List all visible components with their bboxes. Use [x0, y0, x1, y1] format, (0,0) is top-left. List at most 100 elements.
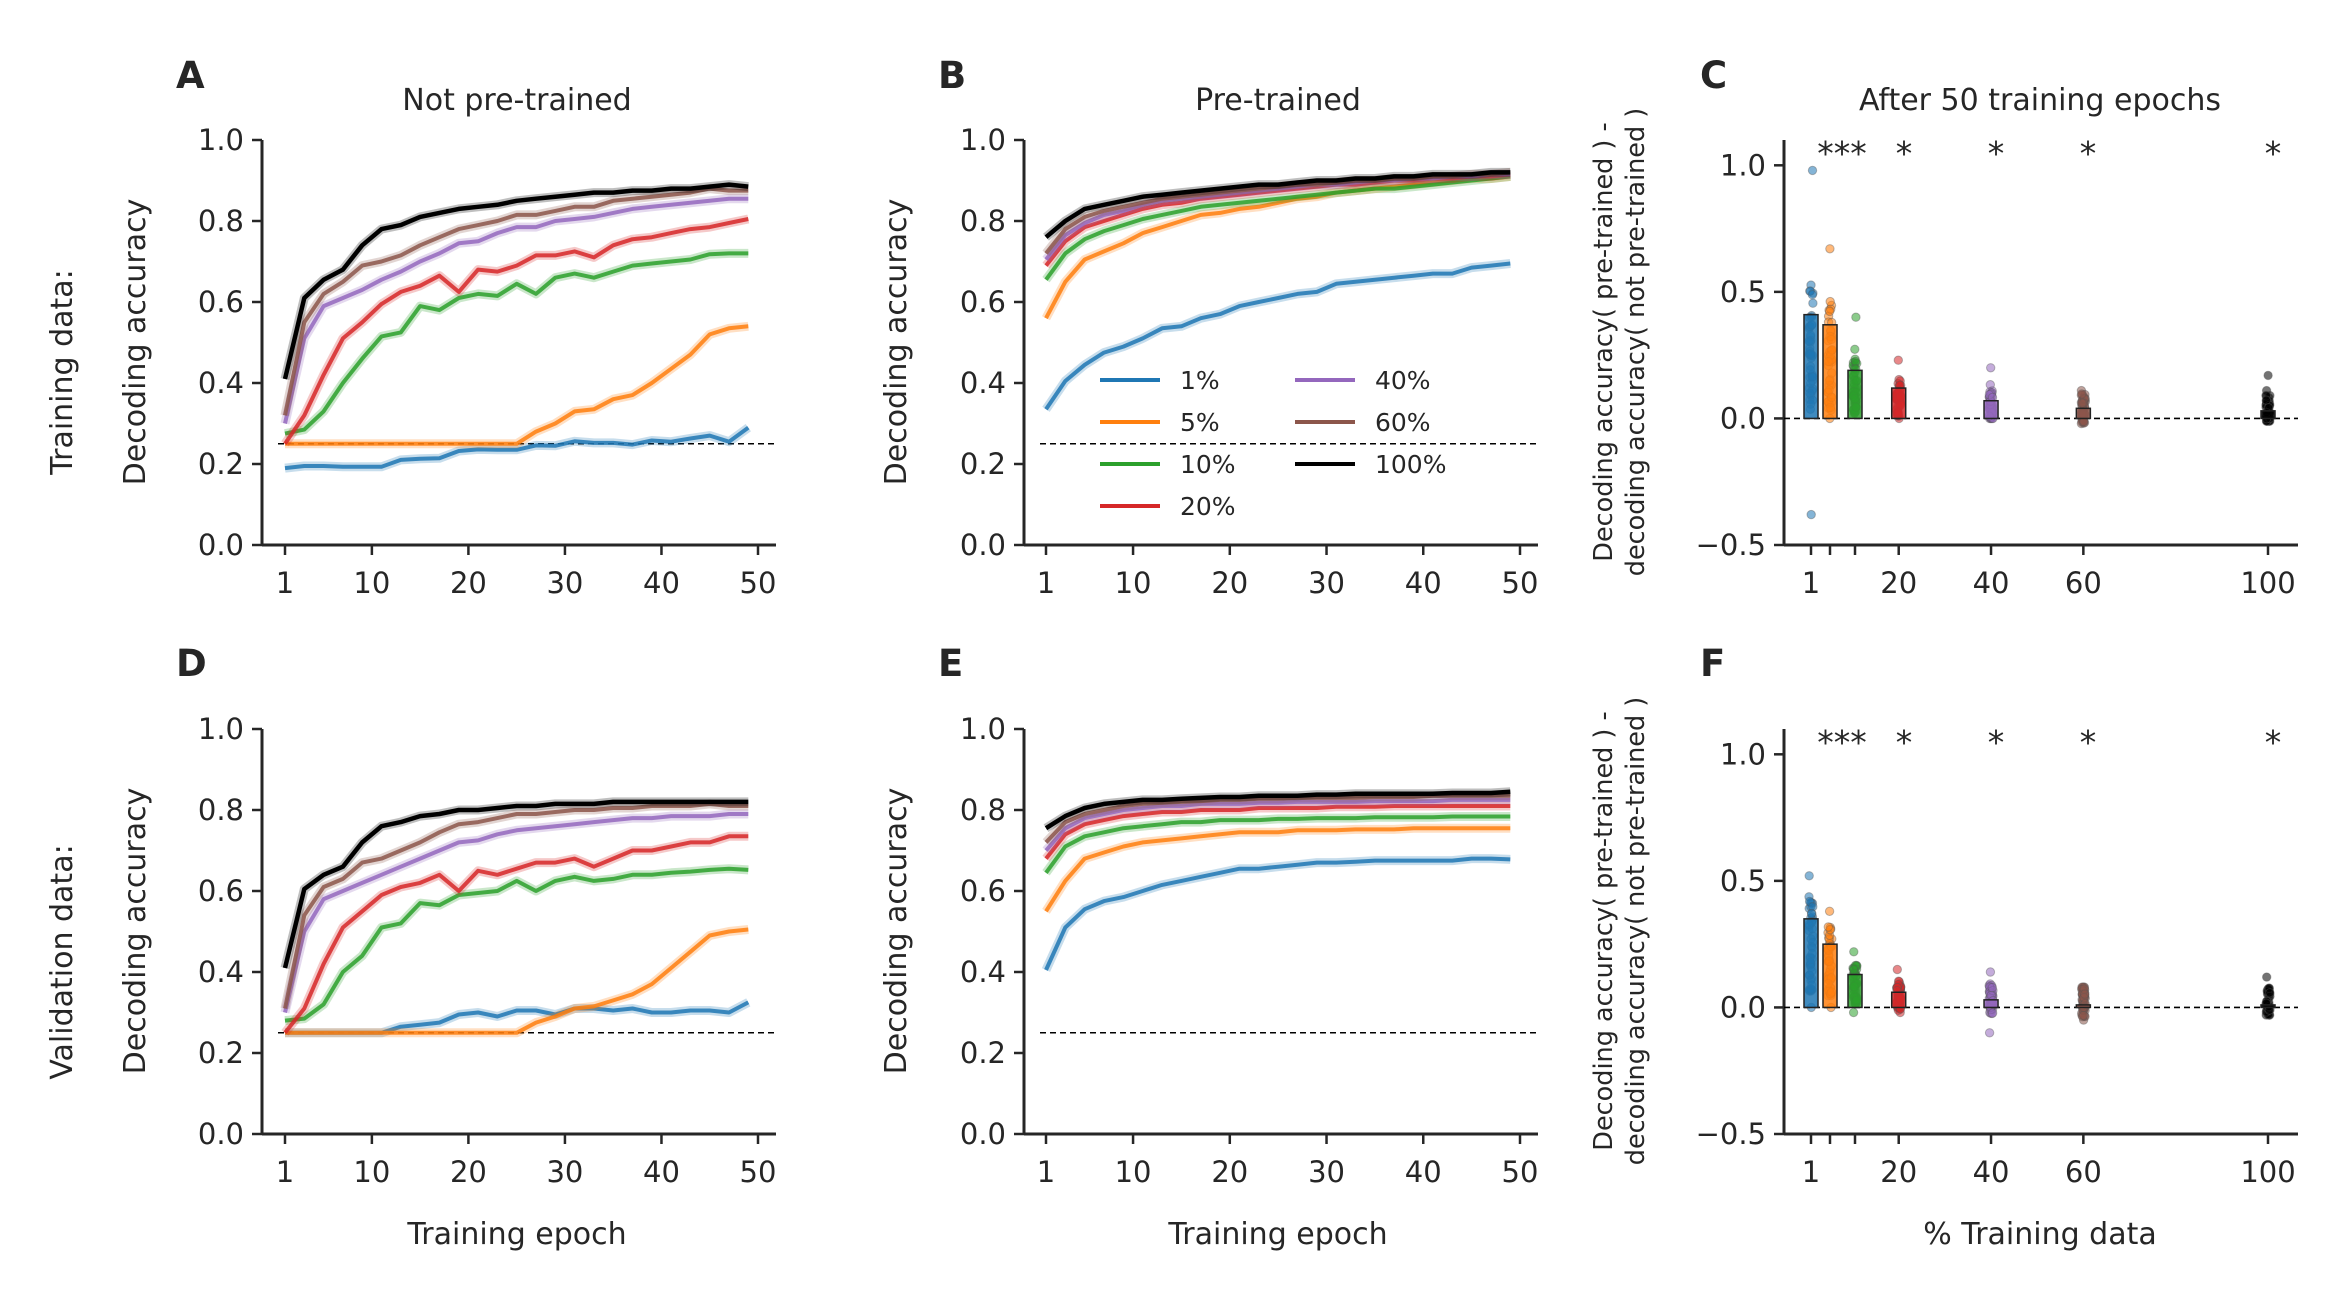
scatter-point — [1804, 871, 1814, 881]
panel-c-significance-60: * — [2080, 134, 2097, 173]
scatter-point — [1825, 306, 1835, 317]
panel-a-title: Not pre-trained — [402, 83, 631, 118]
bar-100pct — [2260, 410, 2276, 420]
scatter-point — [1824, 906, 1835, 916]
panel-e-ylabel: Decoding accuracy — [879, 788, 914, 1075]
series-band-10pct — [284, 248, 749, 439]
scatter-point — [2265, 988, 2275, 998]
series-line-5pct — [1044, 174, 1511, 320]
scatter-point — [2263, 370, 2273, 381]
x-tick-label: 40 — [1405, 1155, 1442, 1189]
panel-c-letter: C — [1700, 54, 1727, 97]
y-tick-label: 0.2 — [198, 447, 244, 481]
row-label-training: Training data: — [45, 269, 80, 476]
series-line-10pct — [284, 866, 749, 1023]
scatter-point — [1987, 1008, 1998, 1018]
scatter-point — [2077, 398, 2087, 408]
x-tick-label: 10 — [353, 566, 390, 600]
y-tick-label: 0.0 — [960, 1117, 1006, 1151]
panel-a: A Not pre-trained Decoding accuracy 0.0 0… — [118, 54, 776, 600]
series-line-40pct — [283, 812, 749, 1013]
panel-a-letter: A — [176, 54, 205, 97]
series-line-20pct — [283, 217, 749, 445]
y-tick-label: 0.6 — [198, 874, 244, 908]
y-tick-label: 1.0 — [198, 712, 244, 746]
panel-f: F Decoding accuracy( pre-trained ) - dec… — [1589, 642, 2298, 1252]
bar-5pct — [1822, 324, 1838, 420]
x-tick-label: 30 — [1308, 566, 1345, 600]
legend-label-5pct: 5% — [1180, 408, 1220, 437]
panel-c-significance-40: * — [1988, 134, 2005, 173]
scatter-point — [1851, 312, 1861, 322]
bar-10pct — [1847, 369, 1863, 420]
scatter-point — [2262, 972, 2272, 982]
scatter-point — [1848, 1007, 1859, 1018]
y-tick-label: 0.2 — [960, 1036, 1006, 1070]
scatter-point — [1892, 964, 1903, 975]
y-tick-label: −0.5 — [1696, 1117, 1766, 1151]
series-line-100pct — [1044, 170, 1511, 239]
y-tick-label: 0.0 — [1720, 990, 1766, 1024]
bar-1pct — [1803, 918, 1819, 1009]
scatter-point — [2080, 989, 2090, 999]
series-line-60pct — [283, 801, 749, 1009]
y-tick-label: 1.0 — [198, 123, 244, 157]
y-tick-label: 0.4 — [960, 366, 1006, 400]
series-line-5pct — [285, 927, 749, 1035]
scatter-point — [1807, 165, 1818, 176]
y-tick-label: 0.2 — [198, 1036, 244, 1070]
y-tick-label: 0.4 — [198, 955, 244, 989]
x-tick-label: 50 — [1502, 566, 1539, 600]
y-tick-label: 0.5 — [1720, 864, 1766, 898]
scatter-point — [1806, 909, 1817, 919]
y-tick-label: 0.6 — [960, 285, 1006, 319]
y-tick-label: 0.0 — [198, 528, 244, 562]
panel-d: D Decoding accuracy Training epoch 0.0 0.… — [118, 642, 776, 1252]
legend-label-40pct: 40% — [1375, 366, 1431, 395]
x-tick-label: 20 — [1211, 566, 1248, 600]
scatter-point — [1986, 363, 1996, 373]
panel-e-xlabel: Training epoch — [1167, 1217, 1387, 1252]
x-tick-label: 1 — [276, 566, 294, 600]
series-line-5pct — [285, 324, 749, 446]
y-tick-label: 0.8 — [960, 793, 1006, 827]
series-line-10pct — [1044, 174, 1511, 281]
panel-d-letter: D — [176, 642, 207, 685]
scatter-point — [2077, 389, 2087, 399]
y-tick-label: 1.0 — [960, 712, 1006, 746]
series-line-100pct — [1044, 789, 1511, 831]
series-line-100pct — [282, 182, 749, 380]
x-tick-label: 20 — [450, 566, 487, 600]
panel-c-significance-1: *** — [1817, 134, 1867, 173]
panel-e-letter: E — [938, 642, 963, 685]
scatter-point — [1849, 947, 1859, 957]
panel-c-ylabel-line2: decoding accuracy( not pre-trained ) — [1621, 108, 1651, 576]
x-tick-label: 40 — [643, 1155, 680, 1189]
x-tick-label: 10 — [1115, 566, 1152, 600]
panel-d-ylabel: Decoding accuracy — [118, 788, 153, 1075]
y-tick-label: −0.5 — [1696, 528, 1766, 562]
y-tick-label: 0.0 — [1720, 401, 1766, 435]
scatter-point — [1825, 244, 1835, 254]
panel-c-significance-100: * — [2265, 134, 2282, 173]
series-band-1pct — [1042, 259, 1511, 412]
panel-f-ylabel-line1: Decoding accuracy( pre-trained ) - — [1589, 711, 1619, 1150]
series-line-100pct — [282, 799, 749, 969]
x-tick-label: 20 — [450, 1155, 487, 1189]
panel-a-ylabel: Decoding accuracy — [118, 199, 153, 486]
scatter-point — [1849, 964, 1859, 975]
x-tick-label: 60 — [2065, 566, 2102, 600]
scatter-point — [1893, 355, 1904, 365]
x-tick-label: 20 — [1880, 566, 1917, 600]
panel-e: E Decoding accuracy Training epoch 0.0 0.… — [879, 642, 1538, 1252]
x-tick-label: 30 — [546, 566, 583, 600]
x-tick-label: 100 — [2240, 1155, 2295, 1189]
panel-b: B Pre-trained Decoding accuracy 1% 5% 10… — [879, 54, 1538, 600]
legend-label-100pct: 100% — [1375, 450, 1446, 479]
scatter-point — [2078, 1010, 2089, 1021]
y-tick-label: 0.0 — [960, 528, 1006, 562]
panel-c-significance-20: * — [1896, 134, 1913, 173]
bar-60pct — [2075, 1004, 2092, 1009]
legend: 1% 5% 10% 20% 40% 60% 100% — [1100, 366, 1446, 521]
